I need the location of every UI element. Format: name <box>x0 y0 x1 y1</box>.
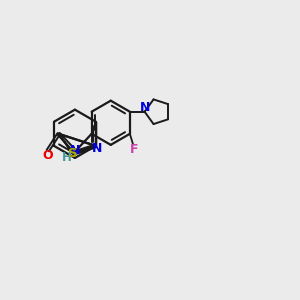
Text: H: H <box>62 151 72 164</box>
Text: F: F <box>130 143 139 156</box>
Text: O: O <box>43 149 53 162</box>
Text: N: N <box>70 144 80 157</box>
Text: N: N <box>140 101 150 114</box>
Text: S: S <box>68 147 78 160</box>
Text: N: N <box>92 142 103 155</box>
